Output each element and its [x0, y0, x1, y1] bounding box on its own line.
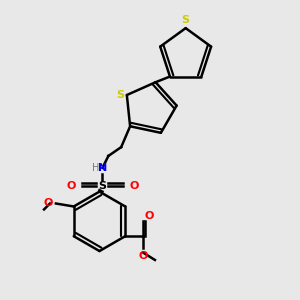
Text: S: S: [182, 15, 190, 25]
Text: S: S: [116, 90, 124, 100]
Text: O: O: [44, 199, 53, 208]
Text: N: N: [98, 163, 107, 173]
Text: H: H: [92, 163, 100, 173]
Text: O: O: [66, 181, 76, 191]
Text: O: O: [138, 251, 148, 261]
Text: S: S: [98, 181, 106, 191]
Text: O: O: [145, 211, 154, 221]
Text: O: O: [129, 181, 139, 191]
